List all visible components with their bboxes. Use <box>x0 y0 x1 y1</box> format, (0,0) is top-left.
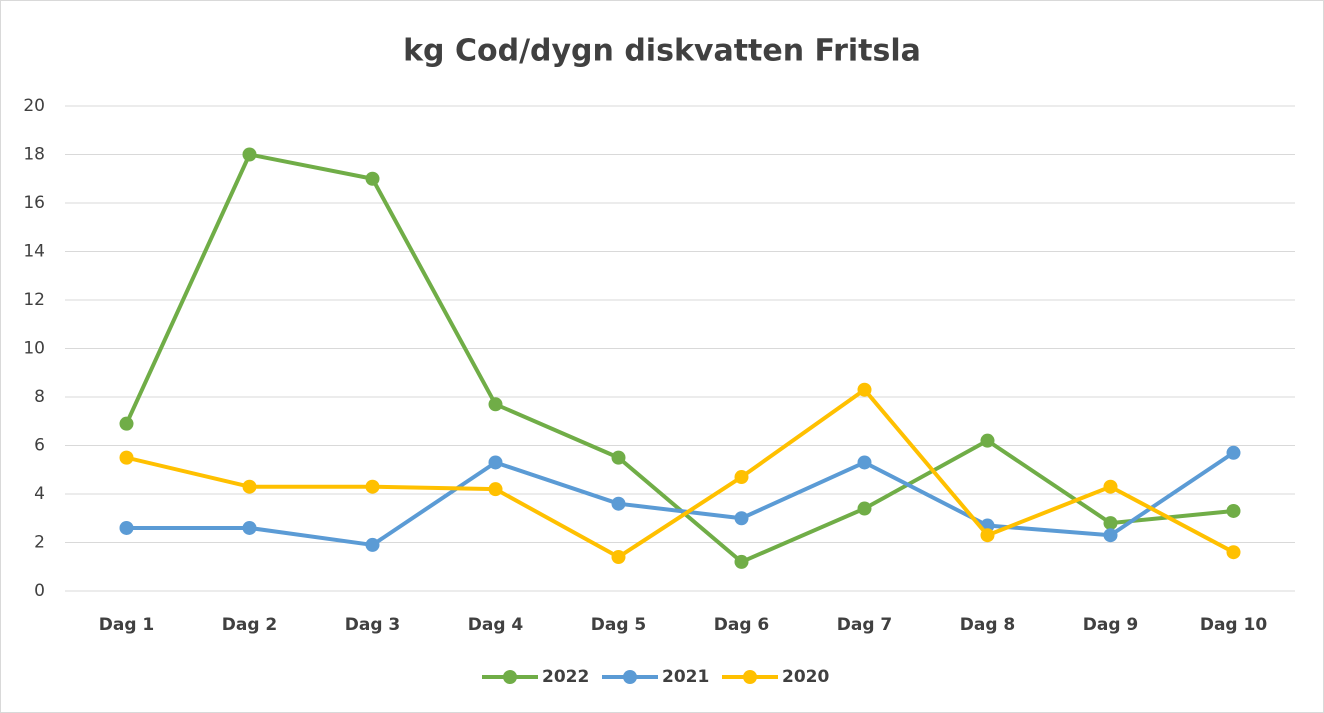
point <box>1103 528 1118 543</box>
point <box>611 450 626 465</box>
point <box>857 455 872 470</box>
x-tick-label: Dag 8 <box>960 615 1016 635</box>
point <box>242 479 257 494</box>
point <box>734 511 749 526</box>
point <box>488 397 503 412</box>
y-tick-label: 8 <box>34 387 45 407</box>
legend-marker <box>623 670 637 684</box>
point <box>1226 545 1241 560</box>
point <box>488 455 503 470</box>
x-tick-label: Dag 1 <box>99 615 155 635</box>
legend-label: 2020 <box>782 667 829 687</box>
legend-marker <box>503 670 517 684</box>
x-tick-label: Dag 5 <box>591 615 647 635</box>
series-line <box>126 387 1235 560</box>
x-tick-label: Dag 9 <box>1083 615 1139 635</box>
point <box>857 501 872 516</box>
point <box>980 433 995 448</box>
point <box>734 554 749 569</box>
point <box>1103 479 1118 494</box>
y-tick-label: 0 <box>34 581 45 601</box>
y-tick-label: 10 <box>23 339 45 359</box>
x-tick-label: Dag 2 <box>222 615 278 635</box>
x-tick-label: Dag 6 <box>714 615 770 635</box>
x-tick-label: Dag 4 <box>468 615 524 635</box>
point <box>119 450 134 465</box>
legend-marker <box>743 670 757 684</box>
x-tick-label: Dag 3 <box>345 615 401 635</box>
y-tick-label: 12 <box>23 290 45 310</box>
point <box>365 171 380 186</box>
series-line <box>126 451 1235 547</box>
point <box>119 520 134 535</box>
legend-label: 2021 <box>662 667 709 687</box>
point <box>1226 503 1241 518</box>
point <box>488 482 503 497</box>
point <box>980 528 995 543</box>
y-tick-label: 2 <box>34 533 45 553</box>
point <box>242 147 257 162</box>
point <box>734 470 749 485</box>
y-tick-label: 16 <box>23 193 45 213</box>
point <box>119 416 134 431</box>
legend-label: 2022 <box>542 667 589 687</box>
y-tick-label: 14 <box>23 242 45 262</box>
point <box>611 550 626 565</box>
point <box>1226 445 1241 460</box>
y-tick-label: 4 <box>34 484 45 504</box>
x-tick-label: Dag 10 <box>1200 615 1267 635</box>
point <box>365 479 380 494</box>
point <box>611 496 626 511</box>
x-tick-label: Dag 7 <box>837 615 893 635</box>
y-tick-label: 6 <box>34 436 45 456</box>
point <box>857 382 872 397</box>
chart-title: kg Cod/dygn diskvatten Fritsla <box>403 34 921 69</box>
y-tick-label: 18 <box>23 145 45 165</box>
point <box>365 537 380 552</box>
point <box>1103 516 1118 531</box>
point <box>242 520 257 535</box>
y-tick-label: 20 <box>23 96 45 116</box>
